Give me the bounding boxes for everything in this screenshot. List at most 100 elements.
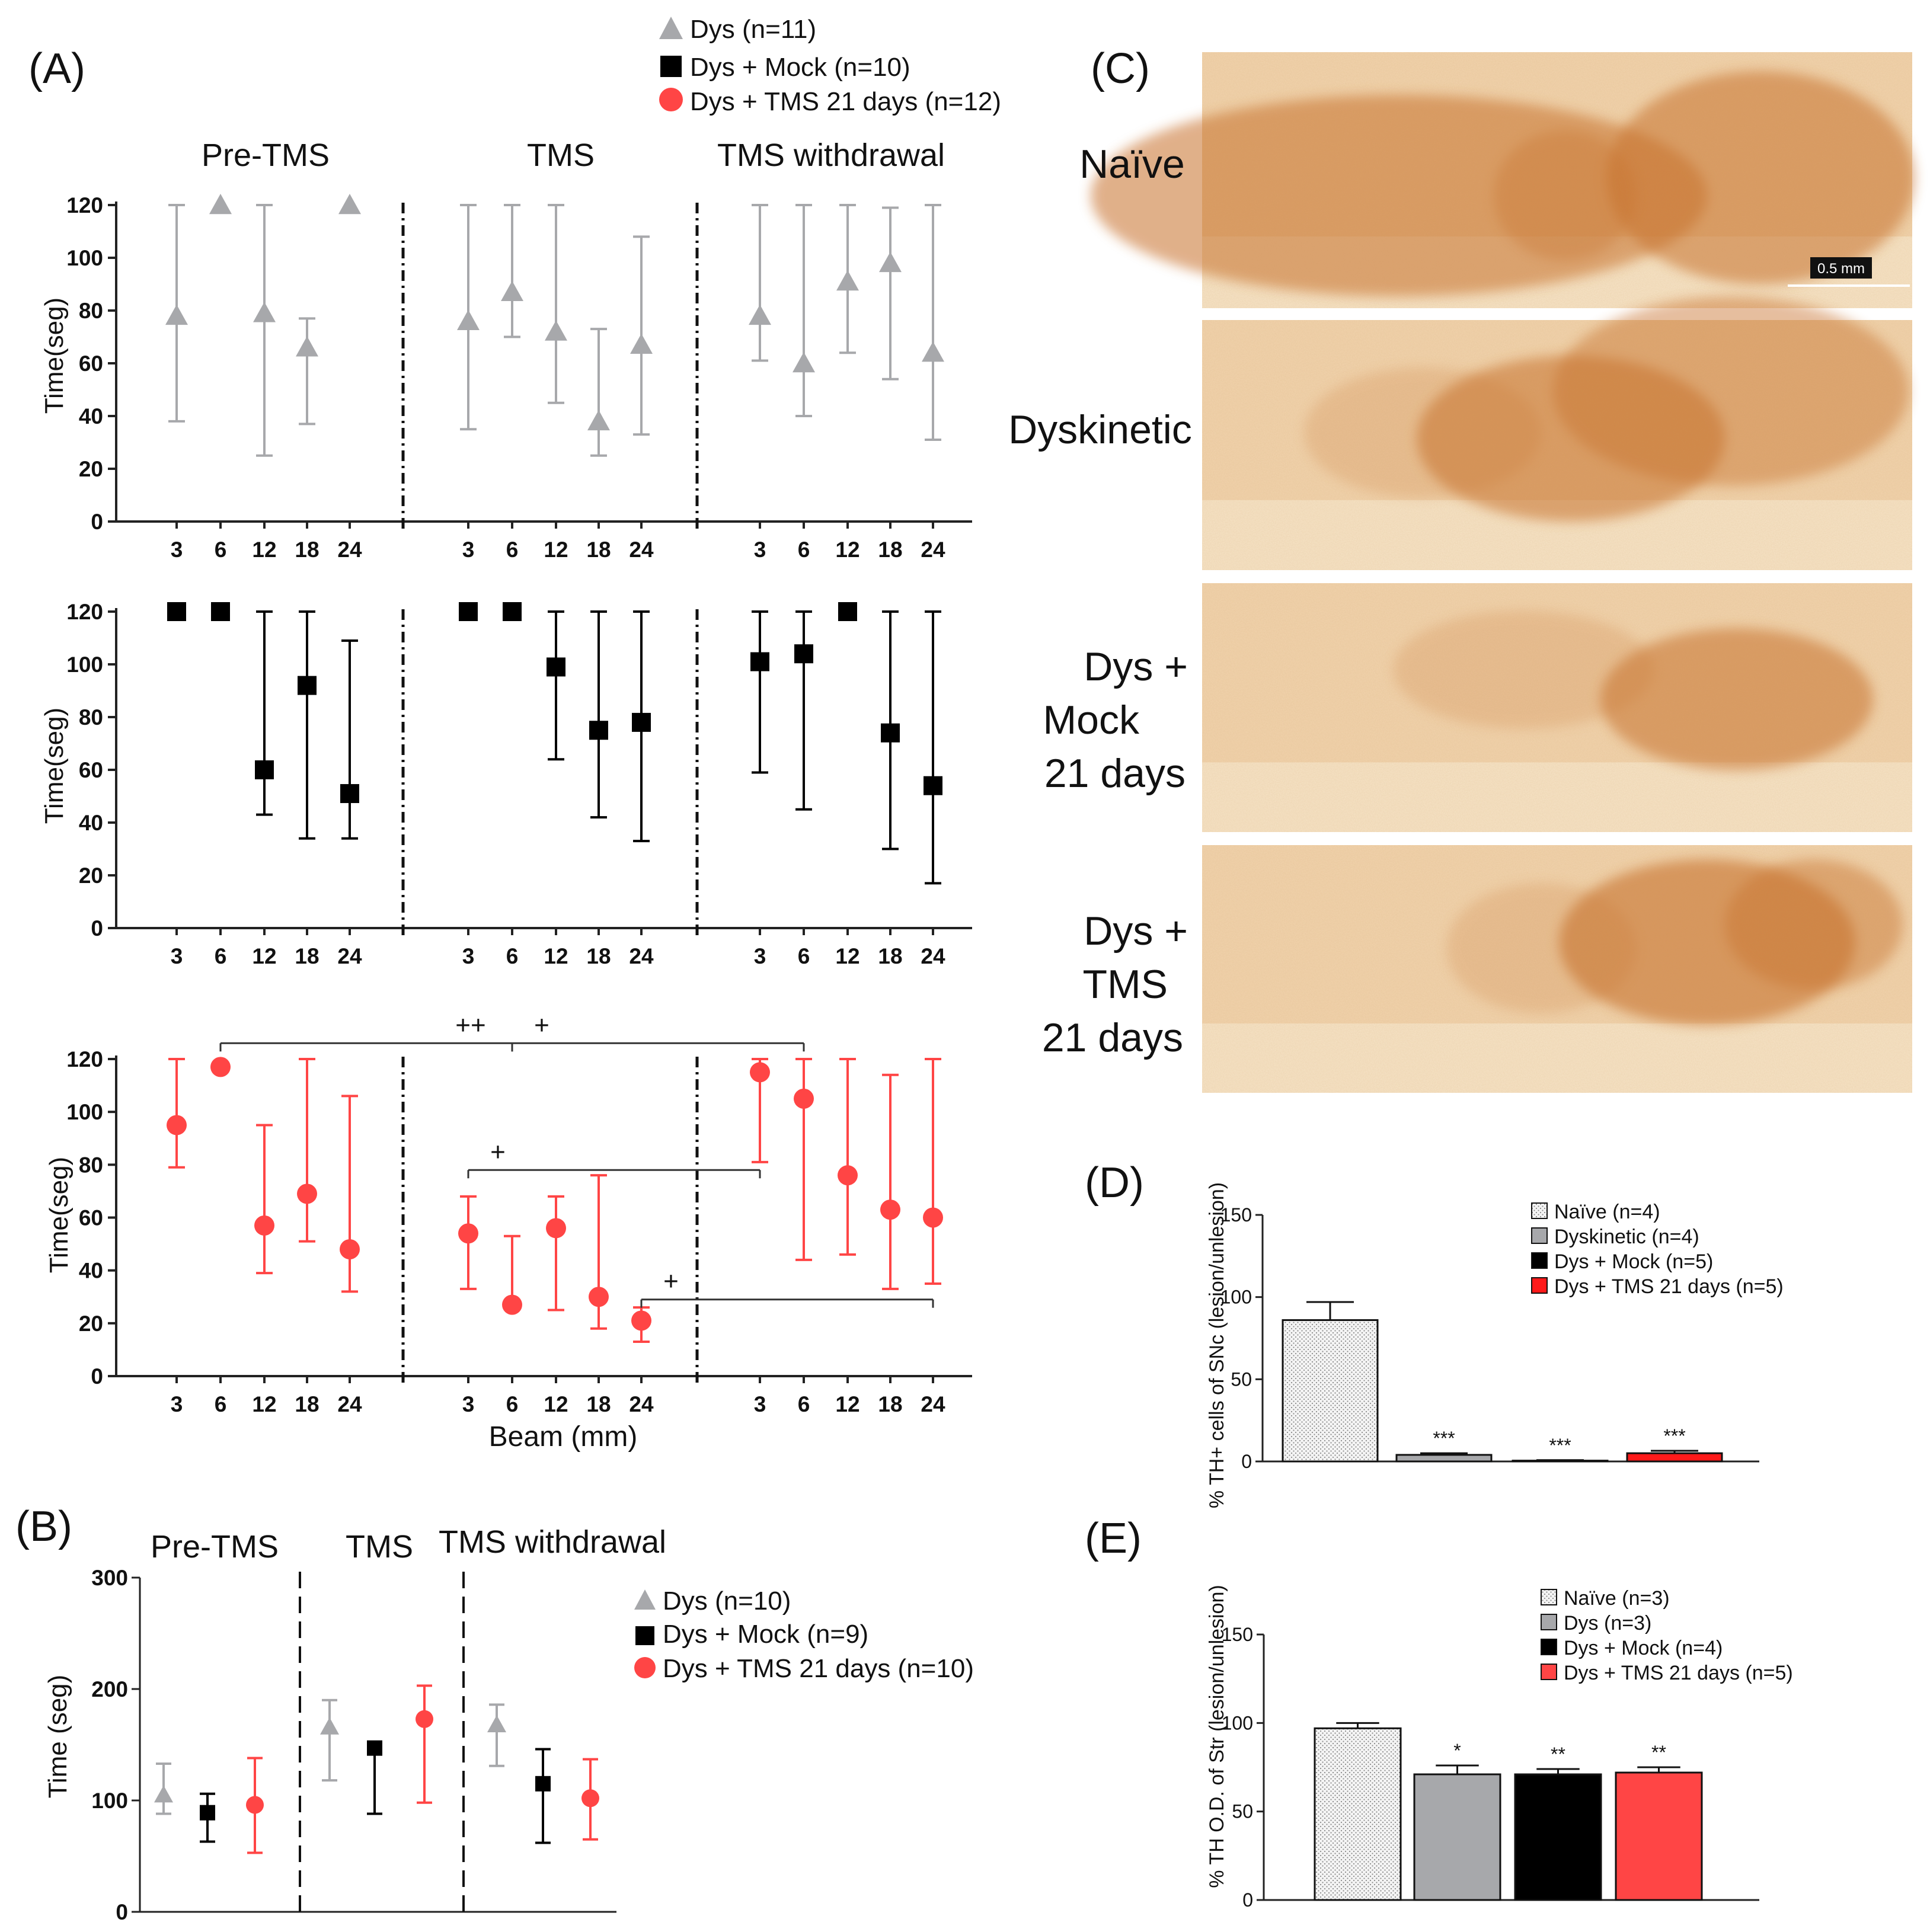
chart-d-y-tick-label: 100: [1220, 1287, 1252, 1308]
chart-e-legend-label-1: Dys (n=3): [1564, 1612, 1651, 1634]
a3-point-tms-withdrawal-18: [880, 1199, 900, 1220]
a1-x-tick-label: 24: [629, 538, 654, 562]
a2-x-tick-label: 24: [921, 944, 945, 968]
a1-x-tick-label: 18: [295, 538, 319, 562]
panel-label-b: (B): [15, 1503, 72, 1550]
a2-y-tick-label: 40: [79, 811, 103, 835]
a2-x-tick-label: 18: [878, 944, 902, 968]
chart-e-legend-label-2: Dys + Mock (n=4): [1564, 1637, 1723, 1659]
a3-y-tick-label: 80: [79, 1153, 103, 1177]
panel-b-legend: Dys (n=10) Dys + Mock (n=9) Dys + TMS 21…: [634, 1586, 974, 1683]
a2-point-tms-withdrawal-3: [750, 652, 769, 671]
chart-b-point-2-0: [246, 1796, 264, 1814]
a3-x-tick-label: 3: [754, 1392, 766, 1416]
a3-x-tick-label: 24: [337, 1392, 362, 1416]
a2-x-tick-label: 12: [252, 944, 276, 968]
a2-x-tick-label: 6: [506, 944, 519, 968]
chart-e-significance-1: *: [1453, 1740, 1461, 1761]
a1-x-tick-label: 3: [462, 538, 475, 562]
a2-point-tms-18: [589, 721, 608, 740]
a3-x-tick-label: 3: [462, 1392, 475, 1416]
chart-b-point-0-2: [487, 1715, 506, 1732]
chart-e-legend-swatch-1: [1541, 1614, 1557, 1630]
chart-e-legend-swatch-0: [1541, 1589, 1557, 1605]
panel-label-e: (E): [1085, 1515, 1142, 1562]
chart-b-axis: 0 100 200 300: [91, 1566, 616, 1924]
header-pre-tms: Pre-TMS: [202, 137, 330, 173]
legend-b-circle-icon: [634, 1657, 656, 1678]
a1-x-tick-label: 18: [586, 538, 611, 562]
a1-x-tick-label: 6: [215, 538, 227, 562]
a2-x-tick-label: 24: [629, 944, 654, 968]
a2-y-tick-label: 20: [79, 863, 103, 888]
a1-y-tick-label: 40: [79, 404, 103, 428]
chart-a2: Time(seg) 0 20 40 60 80 100 120 3 6 12 18 24 3 6 12 18 2…: [40, 600, 972, 968]
a2-point-tms-3: [459, 602, 478, 621]
micrograph-texture-3: [1202, 845, 1912, 1093]
chart-a3-marks: ++ +++: [167, 1010, 943, 1344]
a3-x-tick-label: 3: [171, 1392, 183, 1416]
chart-a3-ylabel: Time(seg): [44, 1157, 74, 1273]
chart-d-legend-swatch-3: [1531, 1277, 1548, 1294]
a3-y-tick-label: 0: [91, 1364, 103, 1389]
chart-d-significance-1: ***: [1433, 1428, 1455, 1449]
chart-a3: Time(seg) 0 20 40 60 80 100 120 3 6 12 18 24 3 6 12 18 2…: [44, 1010, 972, 1453]
micro-label-dyskinetic: Dyskinetic: [1008, 407, 1192, 452]
a2-point-tms-withdrawal-24: [924, 776, 942, 795]
panel-label-c: (C): [1091, 45, 1150, 92]
chart-e-y-tick-label: 0: [1242, 1889, 1253, 1911]
a3-point-tms-18: [589, 1287, 609, 1307]
a2-x-tick-label: 24: [337, 944, 362, 968]
a1-point-tms-withdrawal-24: [922, 341, 944, 362]
chart-a1-marks: [165, 194, 944, 457]
a2-point-pre-tms-6: [211, 602, 230, 621]
chart-d-bar-1: [1395, 1454, 1493, 1463]
chart-a2-marks: [167, 602, 942, 885]
micro-label-naive: Naïve: [1079, 142, 1185, 187]
chart-d-y-tick-label: 0: [1241, 1451, 1252, 1472]
a1-x-tick-label: 24: [337, 538, 362, 562]
chart-d-y-tick-label: 150: [1220, 1204, 1252, 1226]
chart-e-legend-swatch-2: [1541, 1639, 1557, 1655]
micro-label-tms-1: Dys +: [1084, 909, 1188, 954]
chart-a3-xlabel: Beam (mm): [489, 1421, 638, 1453]
chart-a2-ylabel: Time(seg): [40, 708, 69, 824]
a1-point-pre-tms-12: [253, 302, 276, 322]
a3-point-tms-3: [458, 1223, 478, 1244]
legend-b-triangle-icon: [634, 1589, 656, 1610]
micro-label-tms-3: 21 days: [1042, 1015, 1183, 1060]
a1-point-pre-tms-6: [209, 194, 232, 215]
chart-b-y-tick-label: 0: [116, 1900, 128, 1924]
chart-a2-axis: 0 20 40 60 80 100 120 3 6 12 18 24 3 6 12 18 24 3 6 12 18 24: [66, 600, 972, 968]
chart-d-bar-0: [1282, 1319, 1379, 1463]
a3-point-tms-6: [502, 1294, 522, 1315]
chart-b-point-1-2: [535, 1776, 551, 1792]
a2-x-tick-label: 6: [798, 944, 810, 968]
a3-x-tick-label: 12: [252, 1392, 276, 1416]
a1-y-tick-label: 80: [79, 299, 103, 323]
chart-d-marks: *** *** ***: [1282, 1301, 1723, 1463]
micrograph-panel: Naïve Dyskinetic Dys + Mock 21 days Dys …: [1008, 52, 1915, 1093]
chart-a3-axis: 0 20 40 60 80 100 120 3 6 12 18 24 3 6 12 18 24 3 6 12 18 24: [66, 1047, 972, 1416]
a2-y-tick-label: 0: [91, 916, 103, 941]
chart-e-legend-label-3: Dys + TMS 21 days (n=5): [1564, 1662, 1793, 1684]
a3-y-tick-label: 60: [79, 1206, 103, 1230]
panel-label-a: (A): [28, 45, 85, 92]
a3-point-pre-tms-18: [297, 1183, 317, 1204]
a2-point-tms-withdrawal-12: [838, 602, 857, 621]
a1-x-tick-label: 12: [544, 538, 568, 562]
legend-a-dys: Dys (n=11): [690, 15, 816, 44]
chart-d-legend-label-0: Naïve (n=4): [1554, 1201, 1660, 1223]
a3-point-pre-tms-24: [340, 1239, 360, 1259]
chart-d-bar-3: [1626, 1452, 1723, 1463]
a1-point-tms-withdrawal-12: [836, 270, 859, 291]
a3-point-tms-24: [631, 1310, 651, 1331]
chart-d-significance-2: ***: [1549, 1435, 1571, 1456]
a2-x-tick-label: 3: [462, 944, 475, 968]
legend-b-tms: Dys + TMS 21 days (n=10): [663, 1654, 974, 1683]
a1-y-tick-label: 100: [66, 246, 103, 270]
a3-x-tick-label: 18: [878, 1392, 902, 1416]
chart-d-significance-3: ***: [1663, 1425, 1685, 1447]
legend-b-mock: Dys + Mock (n=9): [663, 1620, 868, 1649]
header-tms-withdrawal: TMS withdrawal: [717, 137, 945, 173]
